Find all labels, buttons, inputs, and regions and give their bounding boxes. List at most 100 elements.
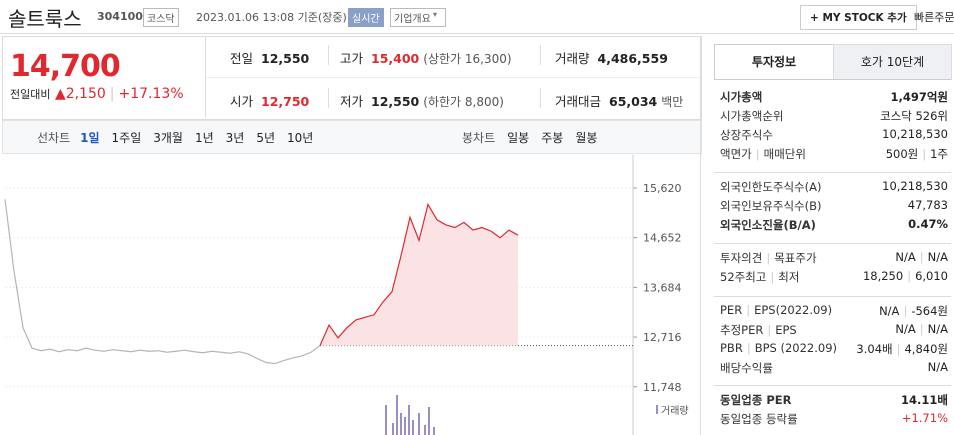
volume-bar bbox=[433, 427, 435, 435]
row-label: 추정PER | EPS bbox=[720, 322, 797, 338]
divider bbox=[714, 79, 951, 80]
value: N/A bbox=[927, 360, 948, 374]
stat-value: 12,550 bbox=[261, 51, 310, 66]
volume-bar bbox=[392, 423, 394, 435]
row-value: 10,218,530 bbox=[882, 127, 948, 143]
value: N/A bbox=[895, 250, 916, 264]
info-row: 추정PER | EPS N/A | N/A bbox=[720, 322, 948, 338]
line bbox=[4, 199, 321, 365]
row-label: 외국인한도주식수(A) bbox=[720, 179, 821, 195]
separator: | bbox=[919, 322, 924, 336]
value: 4,840원 bbox=[904, 342, 948, 356]
sidebar-tab[interactable]: 투자정보 bbox=[714, 44, 834, 79]
info-row: 상장주식수 10,218,530 bbox=[720, 127, 948, 143]
tab[interactable]: 1주일 bbox=[111, 131, 142, 145]
change-label: 전일대비 bbox=[10, 88, 51, 101]
datetime: 2023.01.06 13:08 기준(장중) bbox=[196, 11, 347, 24]
stat-value: 12,550 bbox=[371, 94, 420, 109]
tab[interactable]: 3개월 bbox=[153, 131, 183, 145]
label: 추정PER bbox=[720, 323, 764, 337]
row-value: 500원 | 1주 bbox=[886, 146, 948, 162]
divider bbox=[0, 33, 954, 34]
row-value: 10,218,530 bbox=[882, 179, 948, 195]
separator: | bbox=[766, 251, 771, 265]
volume-bar bbox=[428, 407, 430, 435]
value: 500원 bbox=[885, 147, 919, 161]
label: 액면가 bbox=[720, 147, 752, 161]
tab[interactable]: 5년 bbox=[256, 131, 276, 145]
tab[interactable]: 1일 bbox=[80, 131, 100, 145]
label: PER bbox=[720, 303, 743, 317]
divider bbox=[700, 36, 701, 435]
separator: | bbox=[746, 303, 751, 317]
stat-label: 고가 bbox=[340, 51, 364, 66]
row-value: 14.11배 bbox=[901, 392, 948, 408]
price-box bbox=[2, 36, 702, 120]
info-row: 투자의견 | 목표주가 N/A | N/A bbox=[720, 250, 948, 266]
label: BPS (2022.09) bbox=[754, 341, 838, 355]
area bbox=[320, 204, 518, 346]
value: 0.47% bbox=[908, 217, 948, 231]
divider bbox=[714, 172, 951, 173]
change-line: 전일대비 ▲2,150 | +17.13% bbox=[10, 86, 184, 102]
volume-bar bbox=[418, 413, 420, 435]
value: N/A bbox=[927, 250, 948, 264]
divider bbox=[540, 88, 541, 108]
row-label: 액면가 | 매매단위 bbox=[720, 146, 806, 162]
stock-name: 솔트룩스 bbox=[8, 7, 82, 31]
info-row: 외국인소진율(B/A) 0.47% bbox=[720, 217, 948, 233]
tab[interactable]: 일봉 bbox=[507, 131, 530, 145]
tab[interactable]: 주봉 bbox=[541, 131, 564, 145]
divider bbox=[714, 243, 951, 244]
separator: | bbox=[896, 342, 901, 356]
label: EPS(2022.09) bbox=[754, 303, 833, 317]
row-value: N/A bbox=[928, 360, 948, 376]
info-row: 외국인한도주식수(A) 10,218,530 bbox=[720, 179, 948, 195]
stock-code: 304100 bbox=[97, 10, 143, 23]
tab[interactable]: 월봉 bbox=[575, 131, 598, 145]
info-row: 배당수익률 N/A bbox=[720, 360, 948, 376]
label: 배당수익률 bbox=[720, 361, 773, 375]
label: 시가총액순위 bbox=[720, 109, 784, 123]
y-tick-label: 12,716 bbox=[643, 331, 682, 344]
stat: 시가 12,750 bbox=[230, 91, 309, 110]
label: 최저 bbox=[778, 270, 800, 284]
value: 10,218,530 bbox=[882, 127, 948, 141]
tab[interactable]: 3년 bbox=[225, 131, 245, 145]
row-value: 47,783 bbox=[908, 198, 948, 214]
row-value: 0.47% bbox=[908, 217, 948, 233]
label: 투자의견 bbox=[720, 251, 763, 265]
volume-bar bbox=[400, 413, 402, 435]
chart: 15,620 14,652 13,684 12,716 11,748 거래량 bbox=[4, 155, 689, 435]
overview-dropdown[interactable]: 기업개요 bbox=[390, 8, 446, 27]
tab[interactable]: 10년 bbox=[287, 131, 314, 145]
row-label: 동일업종 등락률 bbox=[720, 411, 798, 427]
quick-order[interactable]: 빠른주문 bbox=[914, 11, 954, 24]
value: 14.11배 bbox=[901, 393, 948, 407]
volume-label: 거래량 bbox=[661, 405, 689, 417]
stat-label: 시가 bbox=[230, 94, 254, 109]
volume-icon bbox=[656, 405, 658, 414]
value: 6,010 bbox=[915, 269, 948, 283]
value: N/A bbox=[895, 322, 916, 336]
separator: | bbox=[907, 269, 912, 283]
stat-note: 백만 bbox=[661, 95, 684, 109]
sidebar-tab[interactable]: 호가 10단계 bbox=[833, 44, 952, 80]
tab-label: 봉차트 bbox=[462, 131, 496, 145]
info-row: 52주최고 | 최저 18,250 | 6,010 bbox=[720, 269, 948, 285]
stat-label: 저가 bbox=[340, 94, 364, 109]
row-label: 시가총액 bbox=[720, 89, 762, 105]
row-label: 투자의견 | 목표주가 bbox=[720, 250, 817, 266]
tab[interactable]: 1년 bbox=[194, 131, 214, 145]
info-row: 시가총액 1,497억원 bbox=[720, 89, 948, 105]
separator: | bbox=[755, 147, 760, 161]
change-rate: +17.13% bbox=[118, 86, 184, 102]
stat-value: 15,400 bbox=[371, 51, 420, 66]
mystock-button[interactable]: + MY STOCK 추가 bbox=[800, 5, 917, 30]
row-label: PER | EPS(2022.09) bbox=[720, 303, 832, 319]
value: N/A bbox=[879, 304, 900, 318]
volume-bar bbox=[396, 395, 398, 435]
row-label: 시가총액순위 bbox=[720, 108, 783, 124]
row-label: 배당수익률 bbox=[720, 360, 773, 376]
